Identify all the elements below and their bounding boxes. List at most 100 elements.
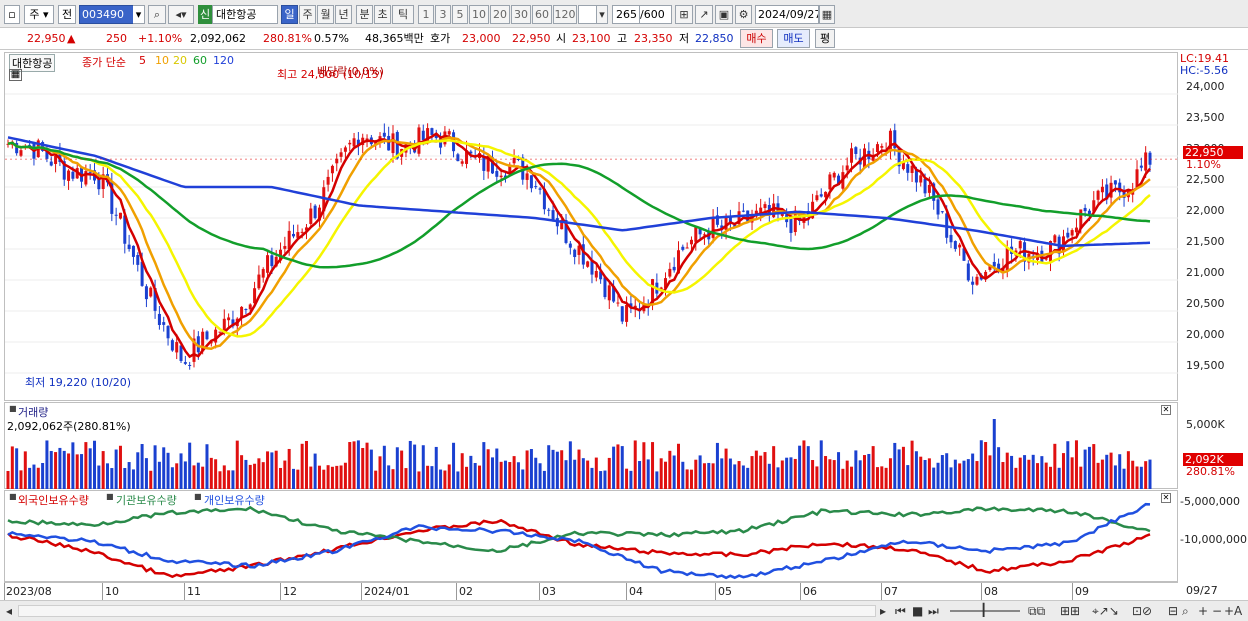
- scroll-left-icon[interactable]: ◂: [6, 604, 13, 618]
- candle-body: [222, 318, 226, 332]
- table-icon[interactable]: ▦: [9, 69, 22, 81]
- trash-icon[interactable]: ⊟: [1168, 604, 1179, 618]
- window-icon[interactable]: ▫: [4, 5, 20, 24]
- volume-bar: [560, 450, 564, 489]
- volume-bar: [482, 442, 486, 489]
- close-icon[interactable]: ✕: [1161, 405, 1171, 415]
- forward-icon[interactable]: ⏭: [928, 604, 939, 618]
- volume-bar: [408, 440, 412, 489]
- candle-body: [110, 181, 114, 214]
- close-icon[interactable]: ✕: [1161, 493, 1171, 503]
- interval-3[interactable]: 3: [435, 5, 451, 24]
- speaker-icon[interactable]: ◂▾: [168, 5, 194, 24]
- candle-body: [88, 171, 92, 173]
- volume-bar: [1040, 456, 1044, 489]
- ask-label: 호가: [430, 32, 451, 45]
- candle-body: [681, 246, 685, 250]
- date-input[interactable]: 2024/09/27: [755, 5, 819, 24]
- candle-body: [508, 164, 512, 175]
- draw-icon[interactable]: ↗: [695, 5, 713, 24]
- chevron-down-icon[interactable]: ▾: [133, 5, 145, 24]
- candle-body: [84, 171, 88, 185]
- candle-body: [711, 218, 715, 238]
- volume-panel[interactable]: ■ 거래량 2,092,062주(280.81%) ✕: [4, 402, 1178, 489]
- volume-bar: [292, 468, 295, 489]
- candle-body: [313, 205, 317, 219]
- candle-body: [1100, 186, 1104, 193]
- period-tick[interactable]: 틱: [392, 5, 414, 24]
- interval-120[interactable]: 120: [553, 5, 577, 24]
- zoom-slider[interactable]: [950, 610, 1020, 612]
- candle-body: [888, 130, 892, 152]
- candle-body: [149, 287, 153, 297]
- ma-5: 5: [139, 54, 146, 67]
- last-price-tag: 22,950: [1183, 146, 1243, 159]
- volume-bar: [811, 460, 815, 489]
- interval-1[interactable]: 1: [418, 5, 434, 24]
- candle-body: [850, 148, 854, 163]
- rewind-icon[interactable]: ⏮: [895, 604, 906, 618]
- sell-button[interactable]: 매도: [777, 29, 810, 48]
- panel-title[interactable]: 대한항공: [9, 54, 56, 72]
- period-second[interactable]: 초: [374, 5, 391, 24]
- interval-30[interactable]: 30: [511, 5, 531, 24]
- volume-bar: [508, 462, 512, 489]
- count-input[interactable]: 265: [612, 5, 640, 24]
- buy-button[interactable]: 매수: [740, 29, 773, 48]
- candle-body: [304, 227, 308, 231]
- crosshair-icon[interactable]: ⊞: [675, 5, 693, 24]
- period-year[interactable]: 년: [335, 5, 352, 24]
- save-icon[interactable]: ▣: [715, 5, 733, 24]
- volume-bar: [452, 442, 456, 489]
- zoom-icon[interactable]: ⌕: [1182, 604, 1189, 618]
- font-size-icon[interactable]: +A: [1224, 604, 1243, 618]
- low-note: 최저 19,220 (10/20): [25, 376, 132, 389]
- volume-bar: [720, 458, 724, 489]
- image-icon[interactable]: ⊡⊘: [1132, 604, 1153, 618]
- search-icon[interactable]: ⌕: [148, 5, 166, 24]
- candle-body: [698, 228, 702, 235]
- candle-body: [741, 210, 745, 212]
- candle-body: [763, 204, 767, 209]
- interval-10[interactable]: 10: [469, 5, 489, 24]
- volume-bar: [694, 459, 698, 489]
- volume-bar: [607, 457, 611, 489]
- candle-body: [590, 259, 594, 275]
- scroll-right-icon[interactable]: ▸: [880, 604, 887, 618]
- type-select[interactable]: 주 ▾: [24, 5, 54, 24]
- volume-bar: [625, 468, 629, 489]
- price-chart-panel[interactable]: 대한항공 ▦ 종가 단순 5 10 20 60 120 최고 24,800 (1…: [4, 52, 1179, 401]
- code-input[interactable]: 003490: [79, 5, 145, 24]
- candle-body: [953, 241, 957, 249]
- period-month[interactable]: 월: [317, 5, 334, 24]
- interval-60[interactable]: 60: [532, 5, 552, 24]
- candle-body: [689, 239, 693, 245]
- volume-bar: [542, 470, 546, 489]
- candle-body: [910, 165, 914, 173]
- zoom-slider-handle[interactable]: ┃: [980, 603, 988, 617]
- holdings-panel[interactable]: ■ 외국인보유수량 ■ 기관보유수량 ■ 개인보유수량 ✕: [4, 490, 1178, 582]
- zoom-in-icon[interactable]: +: [1198, 604, 1209, 618]
- layout-icon[interactable]: ⧉⧉: [1028, 604, 1046, 618]
- eval-button[interactable]: 평: [815, 29, 835, 48]
- grid-icon[interactable]: ⊞⊞: [1060, 604, 1081, 618]
- candle-body: [1109, 182, 1113, 198]
- gear-icon[interactable]: ⚙: [735, 5, 752, 24]
- stop-icon[interactable]: ■: [912, 604, 924, 618]
- period-minute[interactable]: 분: [356, 5, 373, 24]
- mode-select[interactable]: 전: [58, 5, 76, 24]
- volume-bar: [1044, 462, 1048, 489]
- period-day[interactable]: 일: [281, 5, 298, 24]
- scrollbar-track[interactable]: [18, 605, 876, 617]
- period-week[interactable]: 주: [299, 5, 316, 24]
- candle-body: [170, 340, 174, 351]
- candle-body: [382, 132, 386, 137]
- zoom-out-icon[interactable]: −: [1212, 604, 1223, 618]
- chevron-down-icon[interactable]: ▾: [596, 5, 608, 24]
- candle-body: [490, 157, 494, 174]
- calendar-icon[interactable]: ▦: [819, 5, 835, 24]
- interval-5[interactable]: 5: [452, 5, 468, 24]
- interval-20[interactable]: 20: [490, 5, 510, 24]
- draw-tools-icon[interactable]: ⌖↗↘: [1092, 604, 1119, 618]
- volume-bar: [101, 451, 105, 489]
